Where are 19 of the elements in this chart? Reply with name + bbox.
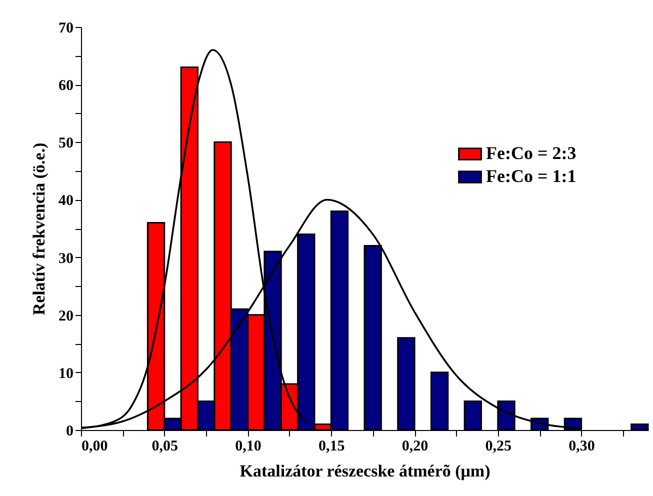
y-tick-label: 70 bbox=[58, 20, 74, 36]
x-axis-title: Katalizátor részecske átmérõ (μm) bbox=[240, 462, 490, 480]
x-tick-label: 0,20 bbox=[402, 438, 428, 454]
legend-label: Fe:Co = 2:3 bbox=[486, 143, 576, 163]
y-tick-label: 50 bbox=[58, 136, 74, 152]
x-tick-label: 0,25 bbox=[485, 438, 512, 454]
x-tick-label: 0,15 bbox=[318, 438, 345, 454]
legend-label: Fe:Co = 1:1 bbox=[486, 166, 576, 186]
y-tick-label: 60 bbox=[58, 78, 74, 94]
y-tick-label: 40 bbox=[58, 193, 74, 210]
x-tick-label: 0,05 bbox=[152, 438, 178, 454]
y-axis-title: Relatív frekvencia (ö.e.) bbox=[30, 142, 48, 316]
x-tick-label: 0,30 bbox=[568, 438, 595, 454]
y-tick-label: 20 bbox=[58, 308, 74, 324]
y-tick-label: 30 bbox=[58, 250, 74, 267]
y-tick-label: 10 bbox=[58, 366, 74, 382]
x-tick-label: 0,10 bbox=[235, 438, 262, 454]
x-tick-label: 0,00 bbox=[82, 438, 108, 454]
y-tick-label: 0 bbox=[66, 424, 74, 440]
